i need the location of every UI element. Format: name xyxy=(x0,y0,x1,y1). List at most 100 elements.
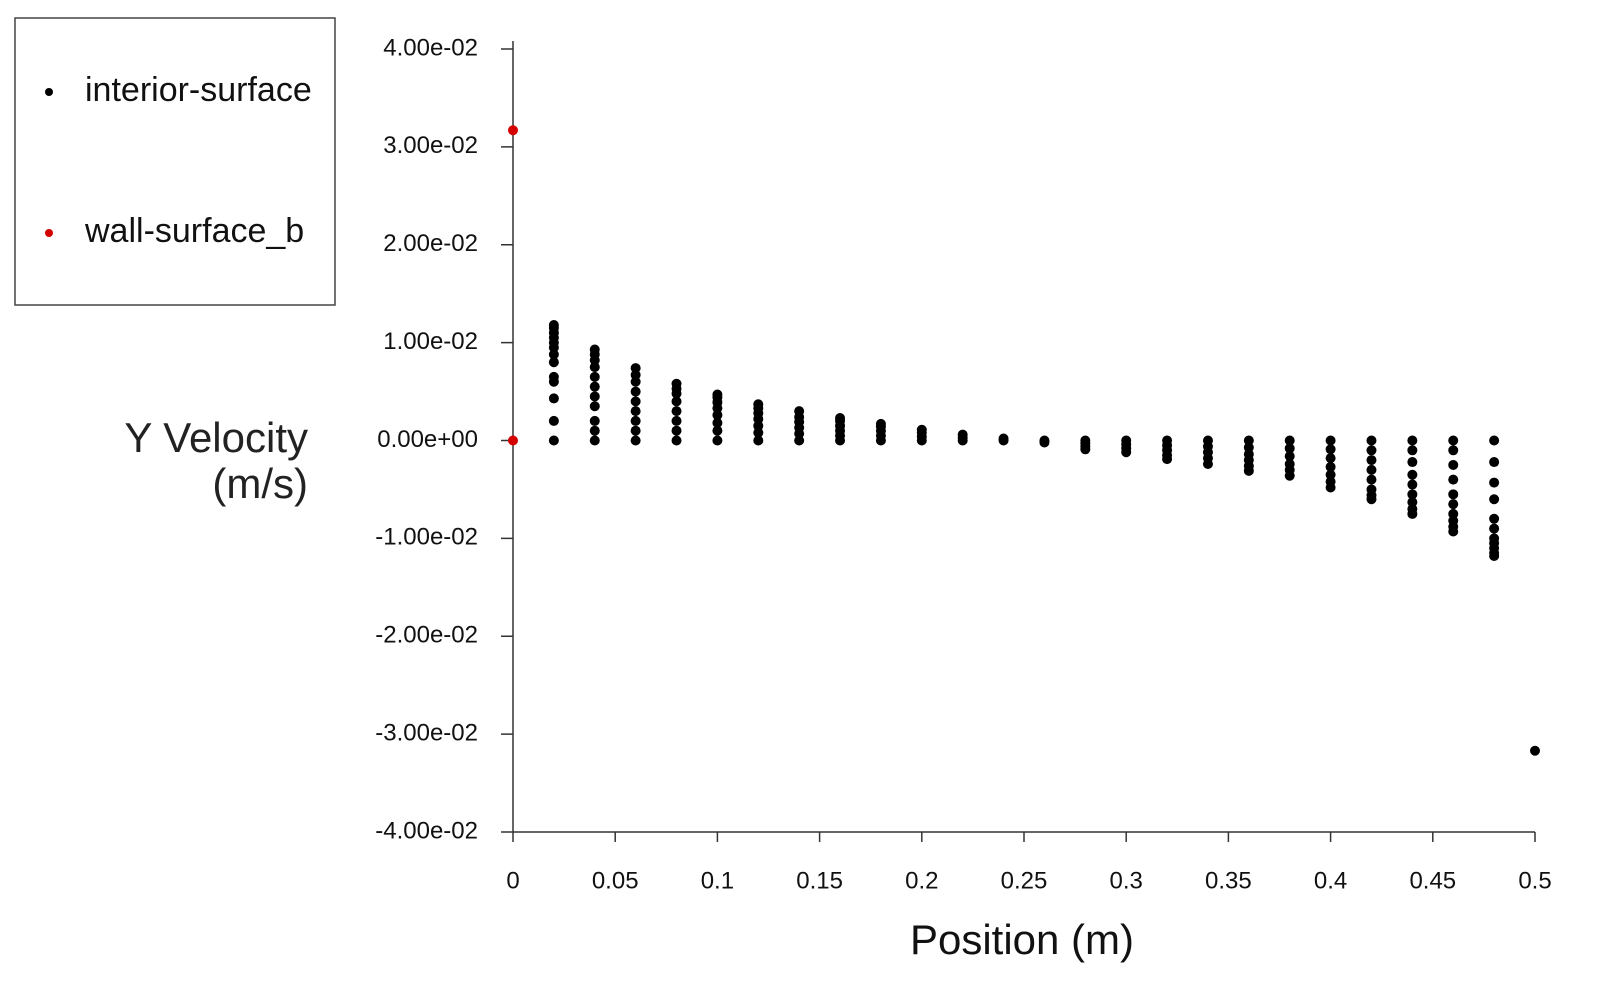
point xyxy=(589,344,600,355)
point xyxy=(1366,445,1377,456)
point xyxy=(1080,444,1091,455)
point xyxy=(589,415,600,426)
point xyxy=(1325,482,1336,493)
point xyxy=(548,320,559,331)
y-tick-label: 4.00e-02 xyxy=(383,34,478,61)
point xyxy=(1325,435,1336,446)
legend: interior-surface wall-surface_b xyxy=(45,71,312,250)
point xyxy=(1448,435,1459,446)
point xyxy=(508,125,518,136)
x-tick-label: 0.5 xyxy=(1518,867,1551,894)
point xyxy=(712,410,723,421)
point xyxy=(589,381,600,392)
y-axis-label: Y Velocity (m/s) xyxy=(124,414,308,507)
point xyxy=(712,389,723,400)
point xyxy=(712,425,723,436)
point xyxy=(1366,494,1377,505)
legend-label: interior-surface xyxy=(85,71,312,109)
point xyxy=(548,357,559,368)
point xyxy=(630,415,641,426)
point xyxy=(753,420,764,431)
x-tick-label: 0.1 xyxy=(701,867,734,894)
point xyxy=(1366,464,1377,475)
point xyxy=(548,435,559,446)
point xyxy=(875,418,886,429)
point xyxy=(589,391,600,402)
point xyxy=(1407,479,1418,490)
point xyxy=(630,396,641,407)
point xyxy=(1407,489,1418,500)
point xyxy=(671,435,682,446)
x-tick-label: 0.25 xyxy=(1001,867,1048,894)
point xyxy=(1284,443,1295,454)
point xyxy=(630,363,641,374)
point xyxy=(671,396,682,407)
point xyxy=(671,415,682,426)
point xyxy=(835,412,846,423)
point xyxy=(630,369,641,380)
point xyxy=(1489,494,1500,505)
point xyxy=(671,425,682,436)
point xyxy=(1243,465,1254,476)
point xyxy=(1530,745,1540,756)
point xyxy=(1366,474,1377,485)
point xyxy=(1407,445,1418,456)
y-tick-label: -2.00e-02 xyxy=(375,622,478,649)
legend-marker xyxy=(45,88,53,96)
point xyxy=(753,435,764,446)
x-tick-label: 0.4 xyxy=(1314,867,1347,894)
point xyxy=(1407,469,1418,480)
point xyxy=(1407,457,1418,468)
point xyxy=(1489,550,1500,561)
point xyxy=(548,415,559,426)
point xyxy=(1325,461,1336,472)
point xyxy=(589,401,600,412)
x-tick-label: 0.2 xyxy=(905,867,938,894)
point xyxy=(1284,435,1295,446)
point xyxy=(1284,470,1295,481)
point xyxy=(1243,442,1254,453)
x-tick-label: 0.35 xyxy=(1205,867,1252,894)
point xyxy=(630,386,641,397)
point xyxy=(1121,447,1132,458)
point xyxy=(1448,526,1459,537)
point xyxy=(1325,453,1336,464)
point xyxy=(712,417,723,428)
y-tick-label: -1.00e-02 xyxy=(375,524,478,551)
point xyxy=(1448,489,1459,500)
point xyxy=(589,435,600,446)
y-tick-label: 1.00e-02 xyxy=(383,328,478,355)
point xyxy=(794,435,805,446)
x-tick-label: 0.15 xyxy=(796,867,843,894)
point xyxy=(1366,455,1377,466)
point xyxy=(630,406,641,417)
x-tick-label: 0.45 xyxy=(1409,867,1456,894)
point xyxy=(1039,437,1050,448)
point xyxy=(1448,499,1459,510)
point xyxy=(1162,454,1173,465)
point xyxy=(1407,508,1418,519)
y-tick-label: 3.00e-02 xyxy=(383,132,478,159)
point xyxy=(671,406,682,417)
point xyxy=(1448,459,1459,470)
point xyxy=(1407,435,1418,446)
point xyxy=(1489,477,1500,488)
point xyxy=(589,425,600,436)
point xyxy=(630,425,641,436)
point xyxy=(630,435,641,446)
y-tick-label: -4.00e-02 xyxy=(375,817,478,844)
point xyxy=(630,376,641,387)
point xyxy=(548,349,559,360)
point xyxy=(753,399,764,410)
x-axis-label: Position (m) xyxy=(910,916,1134,963)
point xyxy=(1202,458,1213,469)
point xyxy=(1489,513,1500,524)
y-tick-label: -3.00e-02 xyxy=(375,719,478,746)
point xyxy=(957,429,968,440)
x-tick-label: 0 xyxy=(506,867,519,894)
point xyxy=(1284,451,1295,462)
point xyxy=(548,393,559,404)
point xyxy=(1489,435,1500,446)
